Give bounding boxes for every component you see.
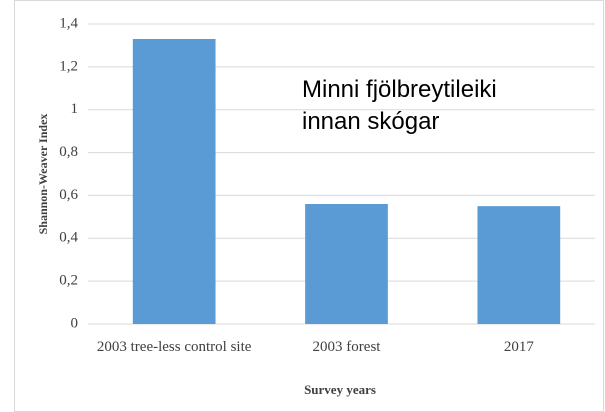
x-tick-label: 2017 [503, 339, 534, 355]
y-tick-label: 0,4 [59, 230, 78, 246]
bar [477, 206, 561, 324]
y-tick-label: 1 [71, 101, 79, 117]
x-tick-label: 2003 tree-less control site [96, 339, 252, 355]
annotation: innan skógar [302, 108, 440, 135]
y-tick-label: 0,8 [59, 144, 78, 160]
bar [132, 39, 216, 324]
x-tick-label: 2003 forest [312, 339, 381, 355]
bar [305, 204, 388, 324]
y-tick-label: 0 [71, 315, 79, 331]
x-axis-title: Survey years [304, 382, 376, 397]
y-tick-label: 0,6 [59, 187, 78, 203]
y-tick-label: 0,2 [59, 273, 78, 289]
y-tick-label: 1,4 [59, 15, 78, 31]
y-tick-label: 1,2 [59, 58, 78, 74]
annotation: Minni fjölbreytileiki [302, 76, 497, 103]
y-axis-title: Shannon-Weaver Index [36, 114, 50, 235]
